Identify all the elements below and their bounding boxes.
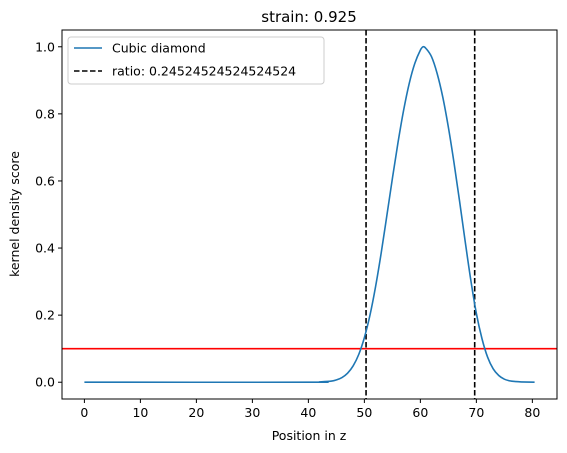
vlines-layer <box>365 30 476 399</box>
x-tick-label: 80 <box>524 405 540 420</box>
y-tick-label: 1.0 <box>35 39 55 54</box>
x-tick-label: 40 <box>300 405 316 420</box>
x-tick-label: 30 <box>244 405 260 420</box>
y-tick-label: 0.6 <box>35 173 55 188</box>
series-line-cubic-diamond <box>84 45 535 384</box>
x-tick-label: 0 <box>80 405 88 420</box>
x-tick-label: 60 <box>412 405 428 420</box>
x-tick-label: 50 <box>356 405 372 420</box>
x-tick-label: 20 <box>188 405 204 420</box>
legend: Cubic diamond ratio: 0.24524524524524524 <box>67 36 325 85</box>
x-axis-ticks: 0 10 20 30 40 50 60 70 80 <box>80 399 540 420</box>
plot-area <box>61 29 558 400</box>
chart-title: strain: 0.925 <box>261 8 357 26</box>
x-axis-label: Position in z <box>272 428 347 443</box>
x-tick-label: 10 <box>132 405 148 420</box>
legend-label-ratio: ratio: 0.24524524524524524 <box>112 64 296 79</box>
x-tick-label: 70 <box>468 405 484 420</box>
y-axis-label: kernel density score <box>7 151 22 277</box>
legend-box <box>67 36 325 85</box>
y-tick-label: 0.0 <box>35 375 55 390</box>
legend-label-cubic-diamond: Cubic diamond <box>112 41 206 56</box>
plot-frame <box>61 29 558 400</box>
y-tick-label: 0.2 <box>35 308 55 323</box>
series-layer <box>84 45 535 384</box>
y-tick-label: 0.8 <box>35 106 55 121</box>
y-tick-label: 0.4 <box>35 241 55 256</box>
y-axis-ticks: 0.0 0.2 0.4 0.6 0.8 1.0 <box>35 39 62 390</box>
